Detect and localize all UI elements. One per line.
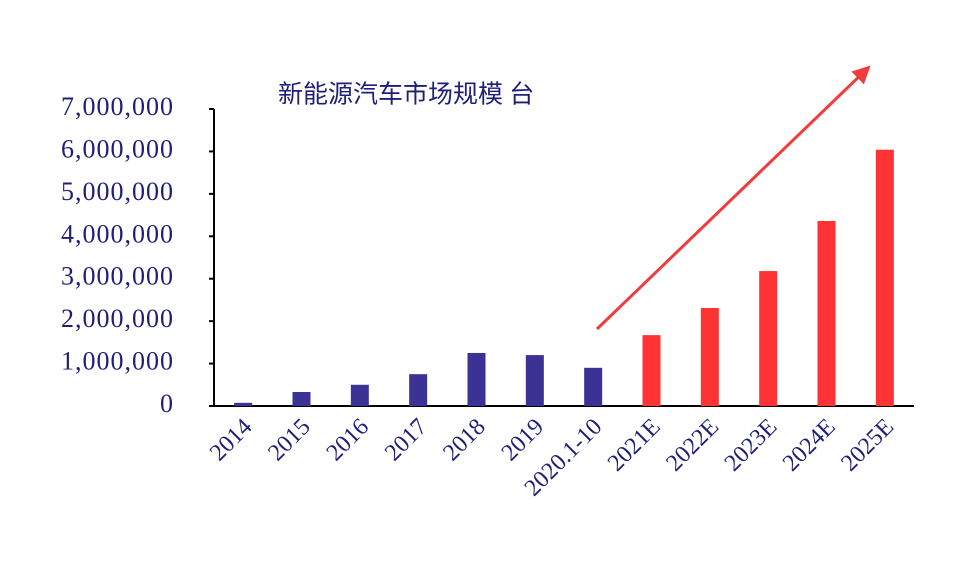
x-tick-label: 2025E	[836, 414, 899, 477]
y-tick-label: 2,000,000	[61, 304, 174, 333]
x-tick-label: 2016	[322, 414, 374, 466]
x-tick-label: 2022E	[661, 414, 724, 477]
trend-arrow	[595, 65, 871, 331]
bar	[642, 335, 661, 406]
bar	[875, 149, 894, 406]
x-tick-label: 2017	[380, 414, 432, 466]
bar	[700, 307, 719, 406]
x-tick-label: 2021E	[603, 414, 666, 477]
x-tick-label: 2014	[205, 414, 257, 466]
bar	[467, 352, 486, 406]
bar	[525, 355, 544, 406]
y-tick-label: 6,000,000	[61, 134, 174, 163]
x-tick-label: 2015	[263, 414, 315, 466]
chart-title: 新能源汽车市场规模 台	[278, 81, 534, 109]
bar	[350, 384, 369, 406]
bar	[584, 367, 603, 406]
x-tick-label: 2019	[497, 414, 549, 466]
x-tick-label: 2018	[438, 414, 490, 466]
y-tick-label: 7,000,000	[61, 92, 174, 121]
bar	[234, 402, 253, 406]
y-tick-label: 0	[160, 389, 174, 418]
bar	[759, 271, 778, 406]
x-tick-label: 2023E	[720, 414, 783, 477]
y-tick-label: 4,000,000	[61, 219, 174, 248]
y-tick-label: 3,000,000	[61, 262, 174, 291]
y-tick-label: 5,000,000	[61, 177, 174, 206]
bar	[292, 391, 311, 406]
bar	[817, 221, 836, 406]
x-tick-label: 2024E	[778, 414, 841, 477]
bar	[409, 374, 428, 406]
y-tick-label: 1,000,000	[61, 347, 174, 376]
